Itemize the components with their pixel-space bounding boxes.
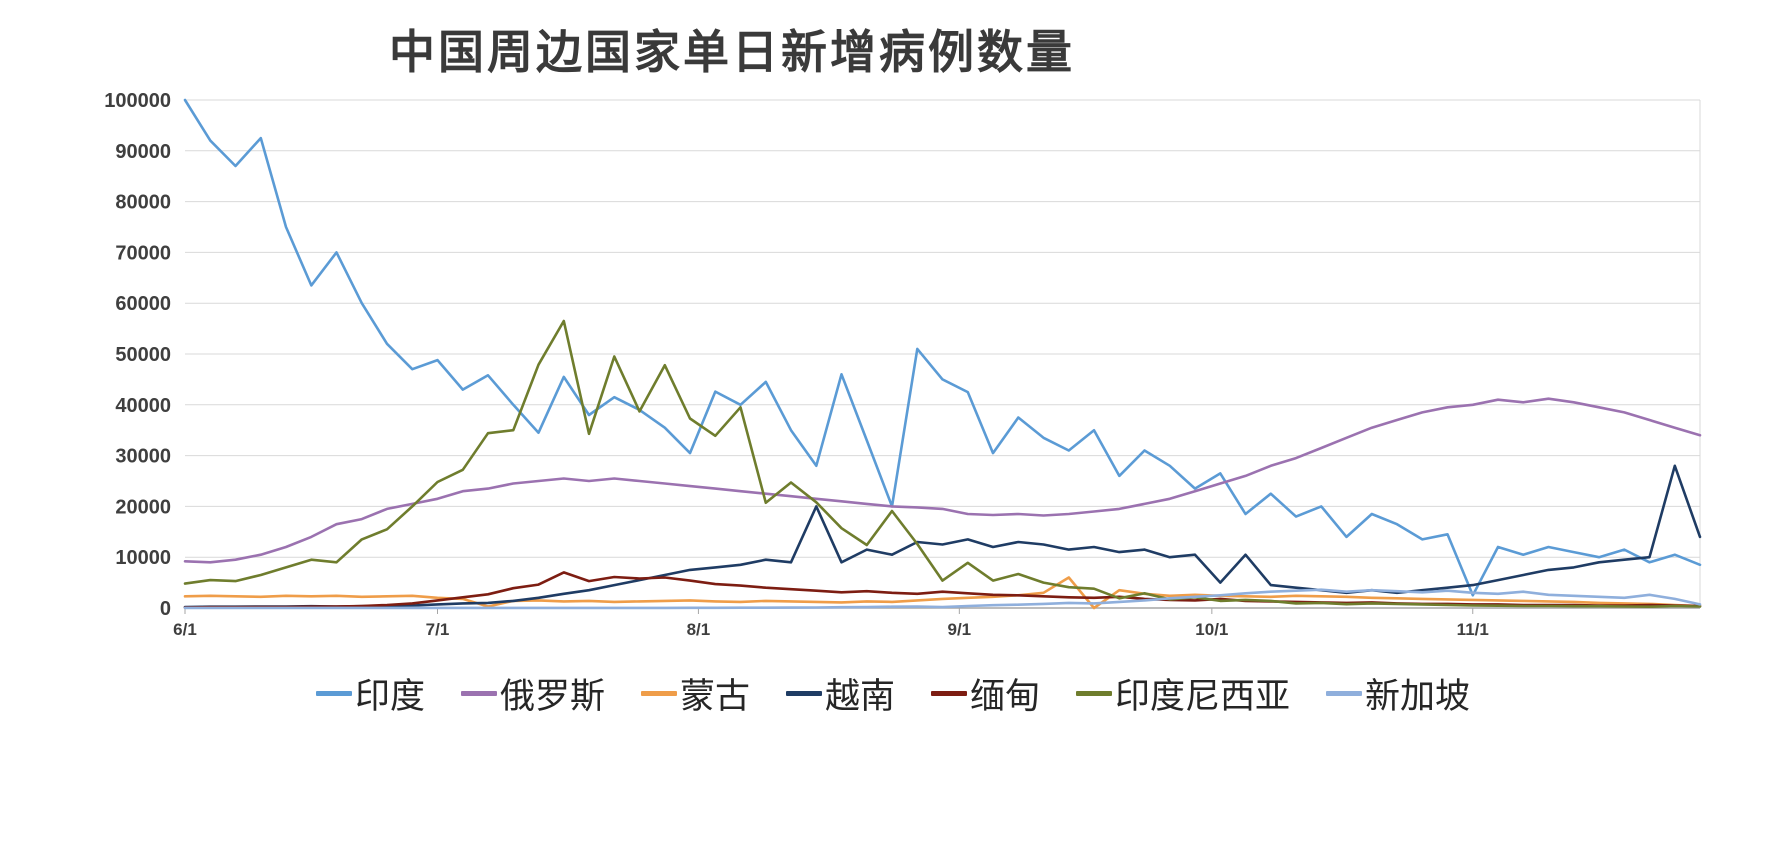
- legend-label-0: 印度: [354, 677, 425, 716]
- series-line-3: [183, 464, 1702, 609]
- legend-swatch-2: [640, 691, 677, 696]
- y-axis-label: 50000: [115, 344, 171, 366]
- series-line-0: [183, 98, 1702, 597]
- y-axis-label: 60000: [115, 293, 171, 315]
- series-line-5: [183, 319, 1702, 609]
- series-line-6: [183, 588, 1702, 610]
- x-axis-label: 11/1: [1457, 620, 1489, 639]
- legend-swatch-5: [1076, 691, 1113, 696]
- legend: 印度 俄罗斯 蒙古 越南 缅甸 印度尼西亚 新加坡: [0, 668, 1786, 719]
- y-axis-label: 100000: [104, 90, 171, 112]
- legend-label-5: 印度尼西亚: [1115, 677, 1291, 716]
- line-chart: 0 10000 20000 30000 40000 50000 60000 70000 8000…: [104, 90, 1702, 639]
- legend-label-4: 缅甸: [970, 677, 1041, 716]
- legend-swatch-0: [315, 691, 352, 696]
- legend-label-1: 俄罗斯: [499, 677, 605, 716]
- legend-item-5: 印度尼西亚: [1076, 668, 1290, 719]
- legend-item-2: 蒙古: [640, 668, 750, 719]
- y-axis-label: 0: [160, 598, 171, 620]
- legend-item-6: 新加坡: [1326, 668, 1470, 719]
- x-axis-label: 6/1: [173, 620, 197, 639]
- x-axis-label: 10/1: [1195, 620, 1228, 639]
- legend-label-2: 蒙古: [679, 677, 750, 716]
- legend-swatch-1: [460, 691, 497, 696]
- y-axis-label: 80000: [115, 192, 171, 214]
- legend-swatch-4: [931, 691, 967, 696]
- y-axis-label: 20000: [115, 496, 171, 518]
- legend-item-0: 印度: [315, 668, 425, 719]
- y-axis-label: 10000: [115, 547, 171, 569]
- series-line-2: [183, 576, 1702, 610]
- legend-swatch-6: [1326, 691, 1363, 696]
- legend-swatch-3: [785, 691, 822, 696]
- legend-item-3: 越南: [785, 668, 895, 719]
- x-axis-label: 7/1: [426, 620, 450, 639]
- legend-item-1: 俄罗斯: [460, 668, 605, 719]
- x-axis-label: 9/1: [948, 620, 972, 639]
- series-line-4: [183, 571, 1702, 609]
- y-axis-label: 70000: [115, 242, 171, 264]
- legend-label-6: 新加坡: [1365, 677, 1471, 716]
- legend-item-4: 缅甸: [931, 668, 1040, 719]
- x-axis-label: 8/1: [687, 620, 711, 639]
- series-line-1: [183, 397, 1702, 564]
- y-axis-label: 40000: [115, 395, 171, 417]
- y-axis-label: 90000: [115, 141, 171, 163]
- legend-label-3: 越南: [824, 677, 895, 716]
- chart-title: 中国周边国家单日新增病例数量: [389, 27, 1075, 78]
- y-axis-label: 30000: [115, 446, 171, 468]
